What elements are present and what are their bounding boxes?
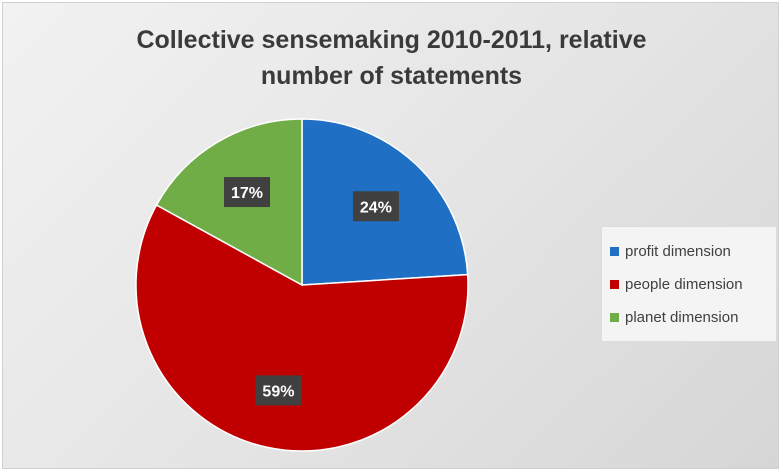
data-label-text-people: 59% — [262, 383, 294, 400]
data-label-text-planet: 17% — [231, 185, 263, 202]
legend-label-profit: profit dimension — [625, 243, 731, 260]
legend-item-people: people dimension — [610, 268, 776, 301]
legend-label-people: people dimension — [625, 276, 743, 293]
data-label-planet: 17% — [224, 177, 271, 208]
data-label-box-people — [255, 375, 302, 406]
data-label-box-profit — [352, 191, 399, 222]
legend: profit dimension people dimension planet… — [601, 226, 777, 342]
legend-label-planet: planet dimension — [625, 309, 739, 326]
chart-title: Collective sensemaking 2010-2011, relati… — [0, 22, 783, 94]
legend-item-profit: profit dimension — [610, 235, 776, 268]
legend-swatch-planet — [610, 313, 619, 322]
data-label-people: 59% — [255, 375, 302, 406]
data-label-box-planet — [224, 177, 271, 208]
pie-slice-people — [135, 204, 469, 452]
chart-title-line-1: Collective sensemaking 2010-2011, relati… — [136, 26, 647, 54]
data-label-text-profit: 24% — [360, 199, 392, 216]
legend-item-planet: planet dimension — [610, 301, 776, 334]
legend-swatch-profit — [610, 247, 619, 256]
data-label-profit: 24% — [352, 191, 399, 222]
legend-swatch-people — [610, 280, 619, 289]
chart-title-line-2: number of statements — [260, 62, 523, 90]
